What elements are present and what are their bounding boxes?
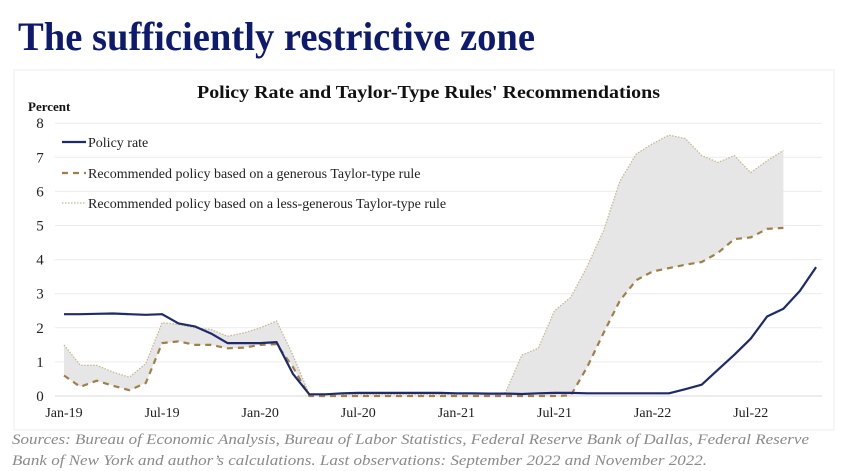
x-tick-label: Jul-19 bbox=[145, 406, 180, 421]
legend-label-less-generous: Recommended policy based on a less-gener… bbox=[88, 197, 446, 212]
source-line-2: Bank of New York and author’s calculatio… bbox=[12, 453, 707, 469]
y-tick-label: 7 bbox=[36, 150, 44, 166]
less-generous-rule-line bbox=[63, 134, 784, 395]
y-tick-label: 8 bbox=[36, 116, 44, 132]
y-tick-label: 5 bbox=[36, 219, 44, 235]
legend: Policy rate Recommended policy based on … bbox=[62, 136, 446, 212]
x-tick-label: Jul-20 bbox=[341, 406, 376, 421]
x-tick-label: Jan-19 bbox=[45, 406, 82, 421]
x-tick-label: Jan-22 bbox=[634, 406, 671, 421]
x-tick-label: Jan-20 bbox=[242, 406, 279, 421]
policy-rate-line bbox=[64, 266, 818, 396]
generous-rule-line bbox=[63, 226, 784, 398]
y-tick-label: 2 bbox=[36, 321, 44, 337]
x-tick-label: Jul-21 bbox=[537, 406, 572, 421]
chart-title: Policy Rate and Taylor-Type Rules' Recom… bbox=[197, 82, 660, 102]
x-tick-label: Jul-22 bbox=[733, 406, 768, 421]
source-line-1: Sources: Bureau of Economic Analysis, Bu… bbox=[12, 432, 809, 448]
y-axis-label: Percent bbox=[28, 99, 71, 114]
y-tick-label: 0 bbox=[36, 389, 44, 405]
legend-label-generous: Recommended policy based on a generous T… bbox=[88, 167, 420, 182]
y-tick-label: 6 bbox=[36, 184, 44, 200]
y-tick-label: 1 bbox=[36, 355, 44, 371]
x-tick-label: Jan-21 bbox=[438, 406, 475, 421]
page-title: The sufficiently restrictive zone bbox=[18, 14, 535, 59]
legend-label-policy-rate: Policy rate bbox=[88, 136, 148, 151]
y-tick-label: 3 bbox=[36, 287, 44, 303]
y-tick-label: 4 bbox=[36, 253, 44, 269]
